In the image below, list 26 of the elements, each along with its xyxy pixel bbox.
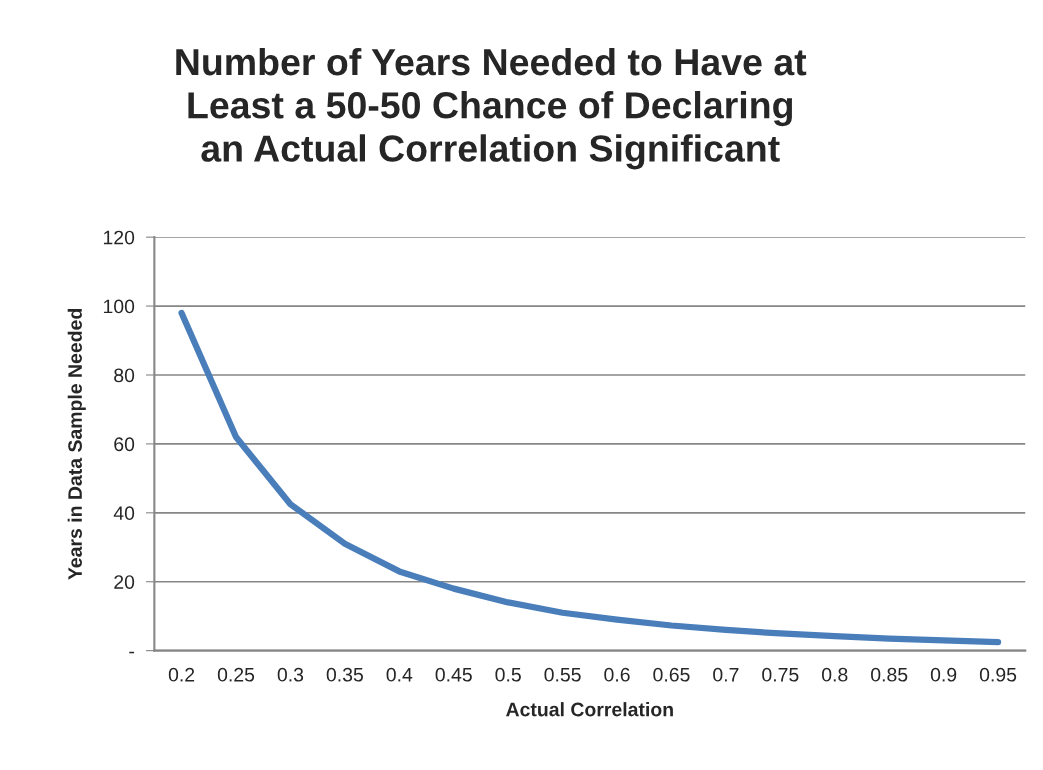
y-tick-label: 20 [114, 575, 135, 589]
x-tick-label: 0.75 [762, 667, 799, 682]
x-tick-label: 0.6 [604, 667, 630, 682]
x-tick-label: 0.4 [386, 667, 413, 682]
x-tick-label: 0.7 [713, 667, 739, 682]
x-tick-label: 0.65 [653, 667, 690, 682]
x-tick-label: 0.45 [435, 667, 472, 682]
y-tick-label: - [129, 651, 135, 654]
x-tick-label: 0.95 [979, 667, 1017, 682]
chart-title: Number of Years Needed to Have at Least a 50-50 Chance of Declaring an Actual Correlation Significant [176, 47, 807, 170]
y-axis-title: Years in Data Sample Needed [67, 309, 86, 580]
x-tick-label: 0.3 [277, 667, 304, 682]
y-tick-label: 120 [103, 230, 135, 245]
y-tick-label: 100 [103, 299, 135, 314]
x-tick-label: 0.9 [930, 667, 957, 682]
x-tick-label: 0.85 [871, 667, 908, 682]
x-tick-label: 0.8 [822, 667, 848, 682]
y-tick-label: 60 [114, 437, 135, 452]
y-tick-label: 40 [113, 506, 135, 521]
x-tick-label: 0.55 [544, 667, 581, 682]
x-axis-title: Actual Correlation [506, 702, 673, 717]
x-tick-label: 0.2 [168, 667, 195, 682]
x-tick-label: 0.35 [326, 667, 363, 682]
y-tick-label: 80 [114, 368, 135, 383]
x-tick-label: 0.25 [217, 667, 255, 682]
x-tick-label: 0.5 [495, 667, 521, 682]
